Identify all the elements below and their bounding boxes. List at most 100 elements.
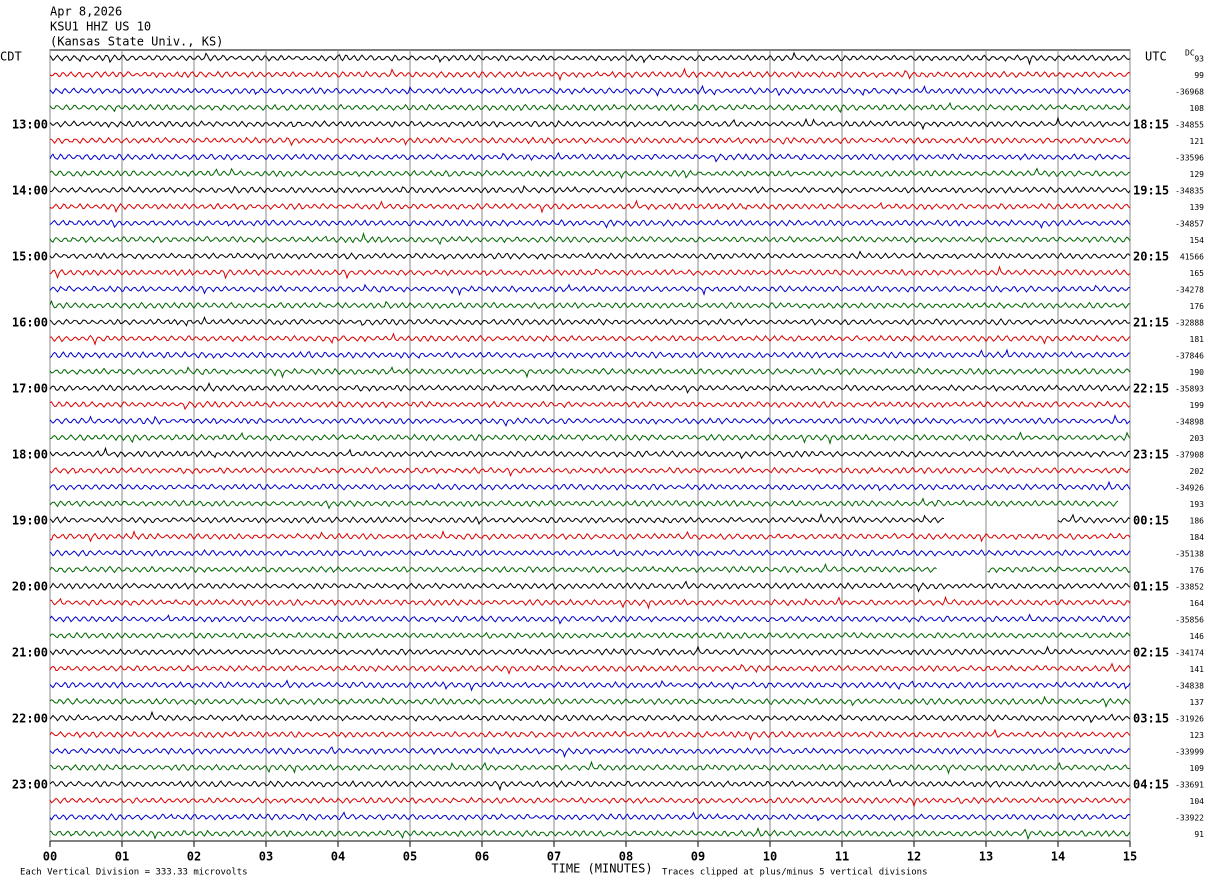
x-tick-label: 14 bbox=[1051, 850, 1065, 864]
trace bbox=[49, 778, 1131, 792]
utc-time-label: 22:15 bbox=[1133, 382, 1169, 396]
row-value: -35893 bbox=[1175, 385, 1204, 394]
row-value: 91 bbox=[1194, 830, 1204, 839]
row-value: 99 bbox=[1194, 71, 1204, 80]
clip-note: Traces clipped at plus/minus 5 vertical … bbox=[662, 868, 928, 878]
row-value: 154 bbox=[1190, 236, 1205, 245]
trace bbox=[49, 67, 1131, 82]
trace bbox=[49, 116, 1131, 131]
row-value: 121 bbox=[1190, 137, 1205, 146]
row-value: -34855 bbox=[1175, 121, 1204, 130]
row-value: 129 bbox=[1190, 170, 1205, 179]
site: (Kansas State Univ., KS) bbox=[50, 35, 223, 49]
cdt-hour-label: 15:00 bbox=[12, 250, 48, 264]
cdt-hour-label: 21:00 bbox=[12, 646, 48, 660]
trace bbox=[49, 662, 1131, 675]
cdt-hour-label: 22:00 bbox=[12, 712, 48, 726]
row-value: -33922 bbox=[1175, 814, 1204, 823]
utc-time-label: 21:15 bbox=[1133, 316, 1169, 330]
x-tick-label: 05 bbox=[403, 850, 417, 864]
trace bbox=[49, 365, 1131, 379]
dc-label: DC bbox=[1185, 49, 1195, 58]
row-value: -35138 bbox=[1175, 550, 1204, 559]
row-value: 184 bbox=[1190, 533, 1205, 542]
trace bbox=[49, 695, 1131, 708]
row-value: 41566 bbox=[1180, 253, 1204, 262]
trace bbox=[49, 480, 1131, 492]
scale-note: Each Vertical Division = 333.33 microvol… bbox=[20, 868, 248, 878]
row-value: 176 bbox=[1190, 566, 1205, 575]
row-value: -34926 bbox=[1175, 484, 1204, 493]
cdt-hour-label: 14:00 bbox=[12, 184, 48, 198]
trace bbox=[49, 231, 1131, 246]
trace bbox=[49, 512, 1131, 526]
row-value: 141 bbox=[1190, 665, 1205, 674]
row-value: -37908 bbox=[1175, 451, 1204, 460]
trace bbox=[49, 84, 1131, 97]
row-value: -34898 bbox=[1175, 418, 1204, 427]
x-tick-label: 00 bbox=[43, 850, 57, 864]
x-tick-label: 15 bbox=[1123, 850, 1137, 864]
cdt-hour-label: 23:00 bbox=[12, 778, 48, 792]
row-value: 104 bbox=[1190, 797, 1205, 806]
trace bbox=[49, 400, 1131, 411]
date: Apr 8,2026 bbox=[50, 5, 122, 19]
x-tick-label: 12 bbox=[907, 850, 921, 864]
trace bbox=[49, 760, 1131, 775]
utc-time-label: 23:15 bbox=[1133, 448, 1169, 462]
utc-time-label: 19:15 bbox=[1133, 184, 1169, 198]
row-value: -32888 bbox=[1175, 319, 1204, 328]
trace bbox=[49, 219, 1131, 229]
trace bbox=[49, 466, 1131, 477]
x-tick-label: 08 bbox=[619, 850, 633, 864]
cdt-hour-label: 18:00 bbox=[12, 448, 48, 462]
trace bbox=[49, 51, 1131, 66]
utc-time-label: 18:15 bbox=[1133, 118, 1169, 132]
x-tick-label: 07 bbox=[547, 850, 561, 864]
trace bbox=[49, 549, 1131, 557]
trace bbox=[49, 811, 1131, 822]
trace bbox=[49, 710, 1131, 724]
trace bbox=[49, 151, 1131, 163]
trace bbox=[49, 414, 1131, 428]
trace bbox=[49, 595, 1131, 610]
trace bbox=[49, 728, 1131, 741]
trace bbox=[49, 101, 1131, 114]
row-value: 186 bbox=[1190, 517, 1205, 526]
cdt-hour-label: 16:00 bbox=[12, 316, 48, 330]
row-value: 93 bbox=[1194, 55, 1204, 64]
utc-time-label: 01:15 bbox=[1133, 580, 1169, 594]
row-value: 137 bbox=[1190, 698, 1205, 707]
trace bbox=[49, 316, 1131, 327]
utc-time-label: 00:15 bbox=[1133, 514, 1169, 528]
cdt-hour-label: 19:00 bbox=[12, 514, 48, 528]
x-tick-label: 03 bbox=[259, 850, 273, 864]
row-value: 199 bbox=[1190, 401, 1205, 410]
row-value: -34278 bbox=[1175, 286, 1204, 295]
row-value: -33999 bbox=[1175, 748, 1204, 757]
row-value: -34174 bbox=[1175, 649, 1204, 658]
x-tick-label: 13 bbox=[979, 850, 993, 864]
x-tick-label: 10 bbox=[763, 850, 777, 864]
cdt-hour-label: 17:00 bbox=[12, 382, 48, 396]
trace bbox=[49, 299, 1131, 310]
left-zone: CDT bbox=[0, 50, 22, 64]
row-value: 190 bbox=[1190, 368, 1205, 377]
trace bbox=[49, 265, 1131, 280]
x-tick-label: 11 bbox=[835, 850, 849, 864]
row-value: 139 bbox=[1190, 203, 1205, 212]
row-value: 108 bbox=[1190, 104, 1205, 113]
row-value: -31926 bbox=[1175, 715, 1204, 724]
row-value: 181 bbox=[1190, 335, 1205, 344]
trace bbox=[49, 645, 1131, 656]
trace bbox=[49, 796, 1131, 808]
row-value: -36968 bbox=[1175, 88, 1204, 97]
trace bbox=[49, 562, 1131, 574]
trace bbox=[49, 332, 1131, 346]
utc-time-label: 02:15 bbox=[1133, 646, 1169, 660]
row-value: -33852 bbox=[1175, 583, 1204, 592]
utc-time-label: 20:15 bbox=[1133, 250, 1169, 264]
row-value: 146 bbox=[1190, 632, 1205, 641]
